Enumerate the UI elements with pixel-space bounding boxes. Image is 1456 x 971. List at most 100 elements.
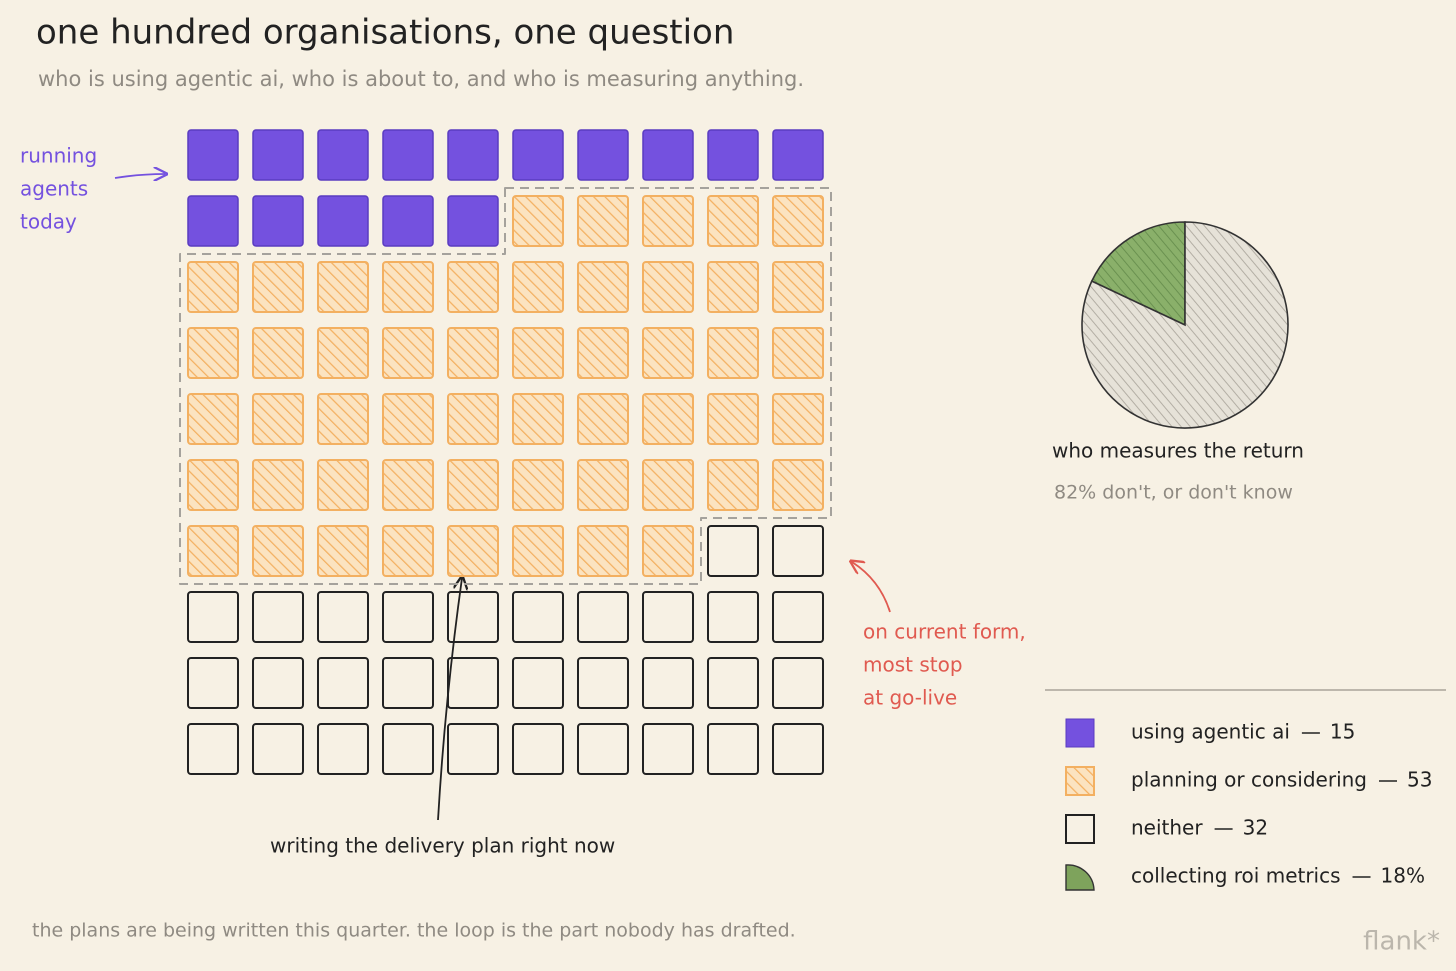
waffle-cell [577,525,629,577]
legend-label: planning or considering [1131,768,1367,792]
waffle-cell [317,327,369,379]
legend-swatch [1065,864,1095,891]
waffle-cell [447,459,499,511]
legend-swatch [1065,718,1095,748]
pie-slice [1090,221,1186,327]
legend-value: 15 [1330,720,1355,744]
annotation: most stop [863,653,963,677]
waffle-cell [642,261,694,313]
legend-label: neither [1131,816,1203,840]
legend-value: 18% [1381,864,1425,888]
waffle-cell [512,657,564,709]
waffle-cell [707,327,759,379]
waffle-cell [772,327,824,379]
waffle-cell [187,327,239,379]
waffle-cell [512,459,564,511]
footer-note: the plans are being written this quarter… [32,920,796,942]
legend-label: using agentic ai [1131,720,1290,744]
waffle-cell [382,195,434,247]
waffle-cell [772,195,824,247]
title: one hundred organisations, one question [36,13,734,53]
waffle-cell [772,591,824,643]
legend-value: 53 [1407,768,1432,792]
waffle-cell [707,525,759,577]
waffle-cell [447,195,499,247]
waffle-cell [512,327,564,379]
waffle-cell [642,723,694,775]
waffle-cell [642,327,694,379]
waffle-cell [642,393,694,445]
waffle-cell [577,723,629,775]
waffle-cell [447,591,499,643]
waffle-cell [317,591,369,643]
arrow [114,174,165,178]
waffle-cell [252,129,304,181]
arrow [852,562,891,613]
brand: flank* [1363,927,1440,957]
annotation: at go-live [863,686,957,710]
waffle-cell [382,525,434,577]
waffle-cell [252,393,304,445]
waffle-cell [382,327,434,379]
waffle-cell [577,195,629,247]
waffle-cell [382,657,434,709]
waffle-cell [772,723,824,775]
waffle-cell [512,723,564,775]
waffle-cell [512,195,564,247]
pie-caption: 82% don't, or don't know [1054,482,1293,504]
subtitle: who is using agentic ai, who is about to… [38,67,804,91]
waffle-cell [707,591,759,643]
waffle-cell [187,657,239,709]
annotation: on current form, [863,620,1026,644]
waffle-cell [447,129,499,181]
waffle-cell [642,129,694,181]
waffle-cell [317,723,369,775]
waffle-cell [252,261,304,313]
waffle-cell [382,591,434,643]
waffle-cell [772,129,824,181]
waffle-cell [187,723,239,775]
waffle-cell [577,129,629,181]
waffle-cell [382,261,434,313]
waffle-cell [447,525,499,577]
pie-title: who measures the return [1052,439,1304,463]
waffle-cell [447,723,499,775]
waffle-cell [252,723,304,775]
waffle-cell [512,393,564,445]
waffle-cell [252,327,304,379]
waffle-cell [317,459,369,511]
waffle-cell [187,525,239,577]
waffle-cell [187,459,239,511]
waffle-cell [512,261,564,313]
waffle-cell [577,657,629,709]
waffle-cell [187,261,239,313]
annotation: today [20,210,77,234]
waffle-cell [252,195,304,247]
waffle-cell [317,261,369,313]
waffle-cell [317,525,369,577]
waffle-cell [187,195,239,247]
waffle-cell [382,459,434,511]
waffle-cell [447,327,499,379]
waffle-cell [772,393,824,445]
waffle-cell [772,261,824,313]
annotation: writing the delivery plan right now [270,834,615,858]
waffle-cell [707,195,759,247]
waffle-cell [642,525,694,577]
pie-slice [1081,221,1289,429]
waffle-cell [707,723,759,775]
legend-swatch [1065,766,1095,796]
waffle-cell [447,393,499,445]
waffle-cell [707,129,759,181]
waffle-cell [382,723,434,775]
waffle-cell [707,459,759,511]
waffle-cell [642,591,694,643]
waffle-cell [577,327,629,379]
waffle-cell [382,129,434,181]
waffle-cell [512,591,564,643]
waffle-cell [642,657,694,709]
legend-label: collecting roi metrics [1131,864,1341,888]
annotation: agents [20,177,88,201]
waffle-cell [772,459,824,511]
waffle-cell [317,657,369,709]
